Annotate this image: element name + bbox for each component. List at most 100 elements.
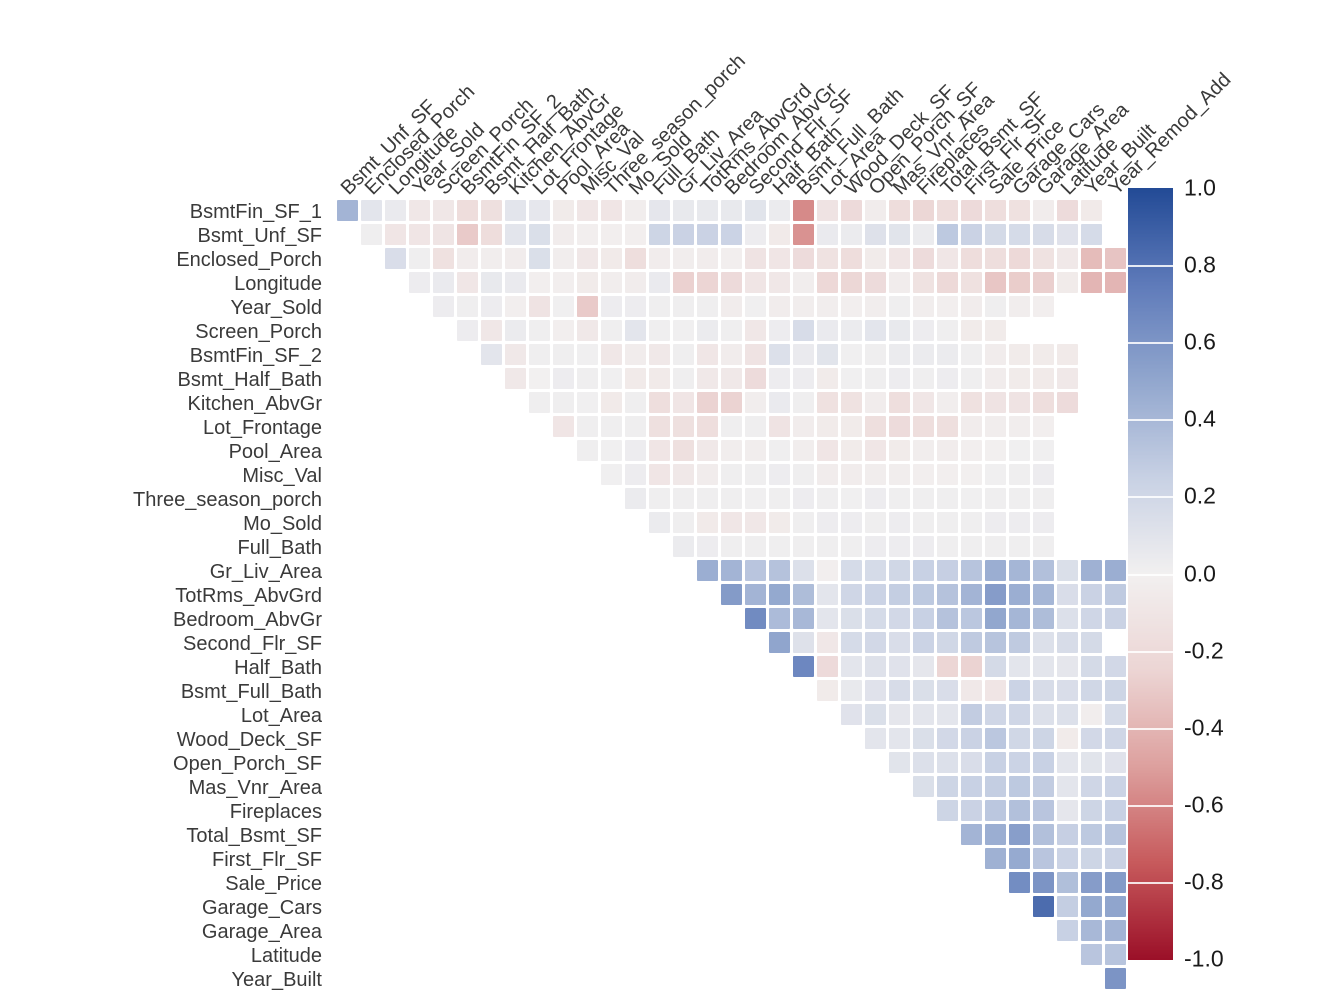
heatmap-cell	[385, 248, 406, 269]
heatmap-cell	[1033, 272, 1054, 293]
heatmap-cell	[961, 464, 982, 485]
heatmap-cell	[1033, 248, 1054, 269]
colorbar-tick-label: -0.6	[1184, 791, 1224, 818]
heatmap-cell	[649, 320, 670, 341]
y-axis-label: Open_Porch_SF	[173, 753, 322, 775]
heatmap-cell	[889, 320, 910, 341]
heatmap-cell	[769, 296, 790, 317]
heatmap-cell	[817, 416, 838, 437]
heatmap-cell	[913, 488, 934, 509]
y-axis-label: Fireplaces	[229, 801, 322, 823]
colorbar-tick-label: 0.4	[1184, 405, 1216, 432]
heatmap-cell	[1081, 224, 1102, 245]
heatmap-cell	[889, 728, 910, 749]
heatmap-cell	[1009, 776, 1030, 797]
heatmap-cell	[577, 416, 598, 437]
heatmap-cell	[1033, 200, 1054, 221]
y-axis-label: Garage_Area	[201, 921, 322, 943]
heatmap-cell	[697, 464, 718, 485]
heatmap-cell	[673, 272, 694, 293]
heatmap-cell	[913, 296, 934, 317]
y-axis-label: TotRms_AbvGrd	[175, 585, 322, 607]
heatmap-cell	[1105, 848, 1126, 869]
heatmap-cell	[1009, 584, 1030, 605]
heatmap-cell	[1057, 608, 1078, 629]
heatmap-cell	[649, 464, 670, 485]
heatmap-cell	[1033, 440, 1054, 461]
heatmap-cell	[817, 392, 838, 413]
heatmap-cell	[1081, 728, 1102, 749]
heatmap-cell	[937, 776, 958, 797]
heatmap-cell	[1057, 224, 1078, 245]
heatmap-cell	[649, 272, 670, 293]
heatmap-cell	[865, 296, 886, 317]
heatmap-cell	[745, 200, 766, 221]
heatmap-figure: Bsmt_Unf_SF Enclosed_Porch Longitude Year_S…	[132, 50, 1236, 991]
heatmap-cell	[721, 488, 742, 509]
heatmap-cell	[601, 248, 622, 269]
heatmap-cell	[889, 200, 910, 221]
heatmap-cell	[1033, 368, 1054, 389]
heatmap-cell	[937, 200, 958, 221]
heatmap-cell	[1057, 368, 1078, 389]
heatmap-cell	[649, 224, 670, 245]
heatmap-cell	[1033, 536, 1054, 557]
heatmap-cell	[433, 224, 454, 245]
colorbar-tick-mark	[1128, 342, 1173, 344]
heatmap-cell	[841, 656, 862, 677]
heatmap-cell	[721, 392, 742, 413]
heatmap-cell	[625, 464, 646, 485]
heatmap-cell	[937, 632, 958, 653]
heatmap-cell	[865, 200, 886, 221]
heatmap-cell	[481, 200, 502, 221]
heatmap-cell	[889, 752, 910, 773]
heatmap-cell	[769, 392, 790, 413]
heatmap-cell	[865, 584, 886, 605]
heatmap-cell	[433, 296, 454, 317]
heatmap-cell	[745, 584, 766, 605]
heatmap-cell	[649, 344, 670, 365]
heatmap-cell	[745, 320, 766, 341]
heatmap-cell	[793, 272, 814, 293]
heatmap-cell	[841, 464, 862, 485]
heatmap-cell	[961, 368, 982, 389]
heatmap-cell	[1009, 392, 1030, 413]
y-axis-label: Full_Bath	[237, 537, 323, 559]
heatmap-cell	[937, 488, 958, 509]
heatmap-cell	[865, 608, 886, 629]
heatmap-cell	[745, 440, 766, 461]
heatmap-cell	[577, 344, 598, 365]
heatmap-cell	[1105, 560, 1126, 581]
heatmap-cell	[1033, 416, 1054, 437]
heatmap-cell	[889, 584, 910, 605]
heatmap-cell	[1105, 272, 1126, 293]
heatmap-cell	[409, 200, 430, 221]
heatmap-cell	[1105, 728, 1126, 749]
heatmap-cell	[817, 560, 838, 581]
y-axis-label: Year_Built	[231, 969, 322, 991]
heatmap-cell	[937, 728, 958, 749]
heatmap-cell	[793, 488, 814, 509]
heatmap-cell	[961, 224, 982, 245]
heatmap-cell	[1033, 848, 1054, 869]
heatmap-cell	[841, 584, 862, 605]
heatmap-cell	[961, 584, 982, 605]
heatmap-cell	[625, 224, 646, 245]
heatmap-cell	[985, 824, 1006, 845]
heatmap-cell	[529, 320, 550, 341]
heatmap-cell	[1057, 272, 1078, 293]
y-axis-label: Wood_Deck_SF	[176, 729, 322, 751]
heatmap-cell	[1033, 392, 1054, 413]
heatmap-cell	[745, 536, 766, 557]
heatmap-cell	[1057, 632, 1078, 653]
y-axis-label: Lot_Frontage	[203, 417, 322, 439]
heatmap-cell	[985, 416, 1006, 437]
heatmap-cell	[793, 656, 814, 677]
heatmap-cell	[1033, 488, 1054, 509]
colorbar-tick-mark	[1128, 574, 1173, 576]
heatmap-cell	[505, 296, 526, 317]
heatmap-cell	[793, 464, 814, 485]
heatmap-cell	[553, 296, 574, 317]
heatmap-cell	[601, 272, 622, 293]
heatmap-cell	[553, 344, 574, 365]
